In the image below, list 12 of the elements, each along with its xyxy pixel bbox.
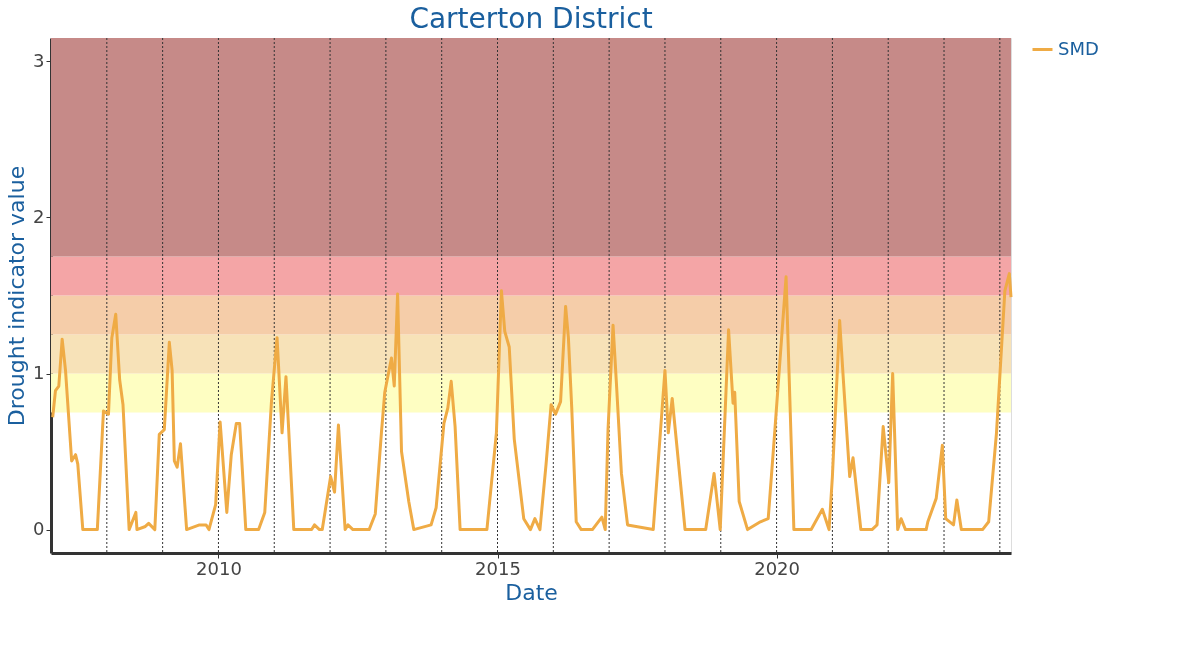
x-tick-label: 2020 <box>754 557 800 579</box>
y-tick-label: 1 <box>33 362 45 384</box>
y-tick-label: 0 <box>33 518 45 540</box>
y-axis-title: Drought indicator value <box>4 165 30 427</box>
x-tick-label: 2010 <box>196 557 242 579</box>
x-axis-title: Date <box>505 579 558 605</box>
line-series <box>51 272 1013 532</box>
y-tick-label: 3 <box>33 49 45 71</box>
legend-label: SMD <box>1058 37 1099 59</box>
x-tick-label: 2015 <box>475 557 521 579</box>
chart-title: Carterton District <box>409 1 653 35</box>
y-tick-label: 2 <box>33 205 45 227</box>
